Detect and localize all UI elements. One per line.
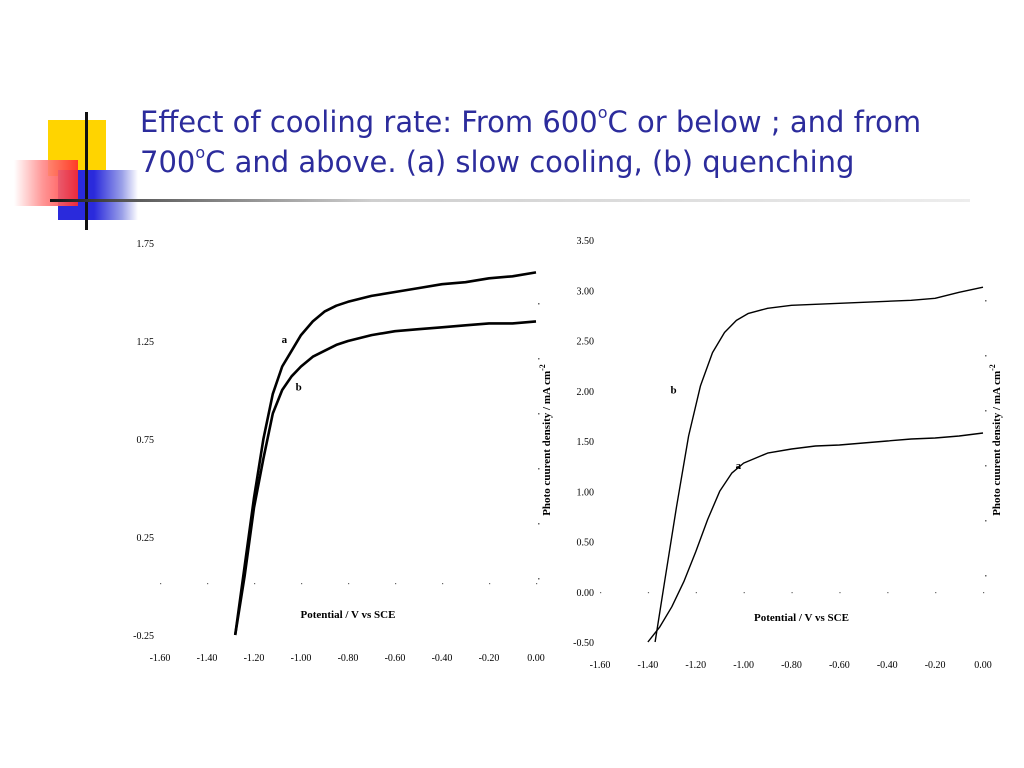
series-label-b: b	[296, 381, 302, 393]
zero-line-dot	[207, 583, 209, 585]
y-tick-label: 0.50	[577, 538, 595, 549]
axis-dot	[985, 465, 987, 467]
x-tick-label: -0.60	[829, 660, 850, 671]
y-tick-label: 0.00	[577, 588, 595, 599]
zero-line-dot	[839, 592, 841, 594]
ornament-red-square	[14, 160, 78, 206]
zero-line-dot	[647, 592, 650, 594]
x-tick-label: -0.80	[338, 653, 359, 664]
x-tick-label: -0.20	[925, 660, 946, 671]
zero-line-dot	[536, 583, 538, 585]
x-axis-label: Potential / V vs SCE	[754, 612, 849, 624]
axis-dot	[538, 303, 540, 305]
y-tick-label: -0.25	[133, 631, 154, 642]
zero-line-dot	[935, 592, 937, 594]
zero-line-dot	[489, 583, 491, 585]
y-tick-label: 0.75	[137, 435, 155, 446]
axis-dot	[538, 468, 540, 470]
x-tick-label: -0.40	[432, 653, 453, 664]
x-tick-label: -1.60	[150, 653, 171, 664]
slide-title: Effect of cooling rate: From 600oC or be…	[140, 102, 1000, 182]
series-line-a	[233, 271, 537, 636]
y-tick-label: 1.75	[137, 239, 155, 250]
axis-dot	[985, 300, 987, 302]
y-axis-label-text: Photo cuurent density / mA cm	[541, 371, 553, 516]
title-text-4: C and above. (a) slow cooling, (b) quenc…	[205, 145, 855, 179]
zero-line-dot	[743, 592, 745, 594]
y-tick-label: 0.25	[137, 533, 155, 544]
axis-dot	[538, 523, 540, 525]
y-tick-label: 1.50	[577, 437, 595, 448]
x-tick-label: -1.40	[637, 660, 658, 671]
x-tick-label: 0.00	[527, 653, 545, 664]
x-tick-label: -1.60	[590, 660, 611, 671]
chart-right: 3.50 3.00 2.50 2.00 1.50 1.00 0.50 0.00 -0.50 -1.…	[573, 236, 1003, 671]
y-tick-label: 1.25	[137, 337, 155, 348]
zero-line-dot	[301, 583, 303, 585]
zero-line-dot	[160, 583, 162, 585]
y-axis-label-text: Photo cuurent density / mA cm	[991, 371, 1003, 516]
axis-dot	[538, 358, 540, 360]
y-axis-label: Photo cuurent density / mA cm-2	[988, 364, 1003, 516]
series-line-b	[233, 320, 537, 636]
ornament-vertical-line	[85, 112, 88, 230]
y-tick-label: 1.00	[577, 487, 595, 498]
y-axis-label-sup: -2	[538, 364, 547, 371]
axis-dot	[985, 575, 987, 577]
x-tick-label: -0.20	[479, 653, 500, 664]
x-tick-label: -1.20	[685, 660, 706, 671]
x-tick-label: -1.00	[733, 660, 754, 671]
title-text-3: 700	[140, 145, 196, 179]
axis-dot	[538, 413, 540, 415]
x-tick-label: -0.60	[385, 653, 406, 664]
y-axis-label-sup: -2	[988, 364, 997, 371]
ornament-horizontal-line	[50, 199, 970, 202]
y-tick-label: 2.00	[577, 387, 595, 398]
title-sup-2: o	[195, 143, 206, 163]
axis-dot	[985, 355, 987, 357]
x-tick-label: -1.40	[197, 653, 218, 664]
x-axis-label: Potential / V vs SCE	[301, 609, 396, 621]
series-line-a	[647, 432, 984, 643]
series-label-a: a	[736, 460, 742, 472]
zero-line-dot	[395, 583, 397, 585]
zero-line-dot	[600, 592, 602, 594]
axis-dot	[985, 520, 987, 522]
x-tick-label: -0.80	[781, 660, 802, 671]
zero-line-dot	[254, 583, 256, 585]
axis-dot	[985, 410, 987, 412]
zero-line-dot	[887, 592, 889, 594]
x-tick-label: -1.00	[291, 653, 312, 664]
y-tick-label: -0.50	[573, 638, 594, 649]
series-label-b: b	[671, 385, 677, 397]
title-text-2: C or below ; and from	[607, 105, 922, 139]
zero-line-dot	[695, 592, 697, 594]
y-tick-label: 2.50	[577, 337, 595, 348]
zero-line-dot	[442, 583, 444, 585]
y-axis-label: Photo cuurent density / mA cm-2	[538, 364, 553, 516]
zero-line-dot	[983, 592, 985, 594]
x-tick-label: -0.40	[877, 660, 898, 671]
y-tick-label: 3.00	[577, 286, 595, 297]
title-sup-1: o	[597, 103, 608, 123]
title-text-1: Effect of cooling rate: From 600	[140, 105, 598, 139]
x-tick-label: 0.00	[974, 660, 992, 671]
y-tick-label: 3.50	[577, 236, 595, 247]
x-tick-label: -1.20	[244, 653, 265, 664]
zero-line-dot	[348, 583, 350, 585]
zero-line-dot	[791, 592, 793, 594]
chart-left: 1.75 1.25 0.75 0.25 -0.25 -1.60 -1.40 -1.20 -1.0…	[133, 239, 553, 664]
series-label-a: a	[282, 334, 288, 346]
series-line-b	[654, 286, 984, 643]
axis-dot	[538, 578, 540, 580]
